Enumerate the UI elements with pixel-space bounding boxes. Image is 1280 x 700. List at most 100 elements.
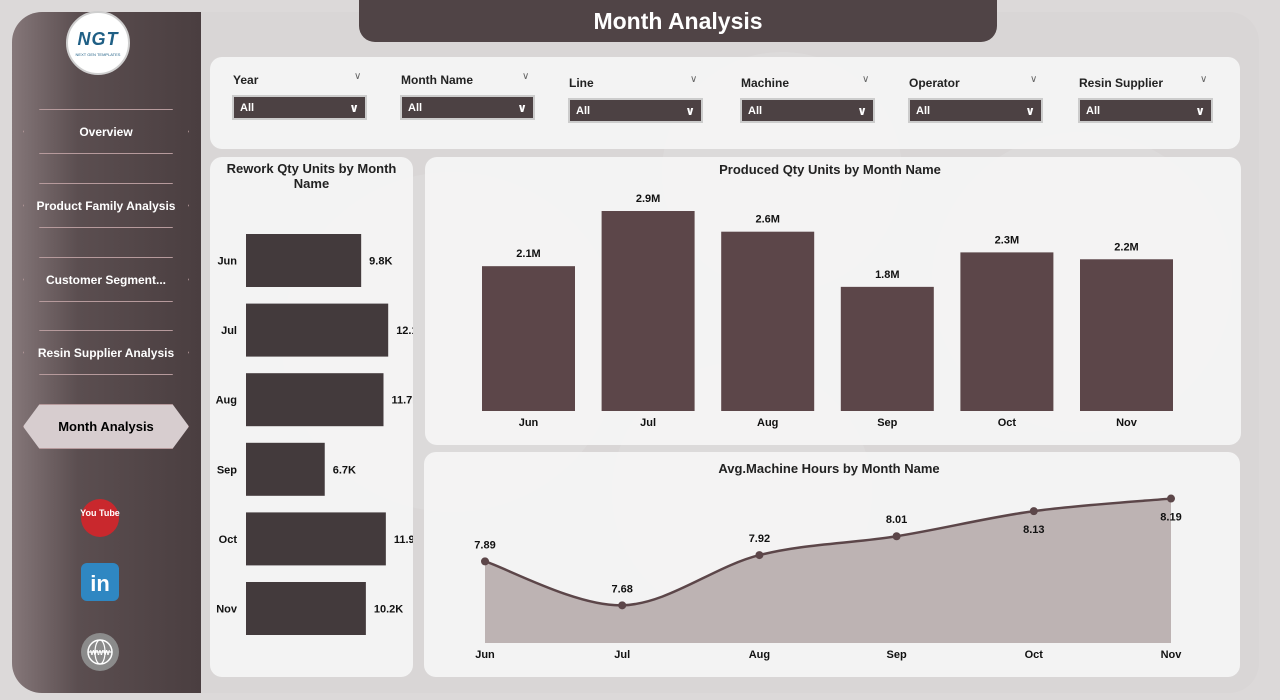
rework-category-label: Sep: [217, 464, 237, 476]
sidebar-item-product-family-analysis[interactable]: Product Family Analysis: [23, 183, 189, 228]
machine-hours-category-label: Sep: [887, 649, 907, 661]
sidebar-item-overview[interactable]: Overview: [23, 109, 189, 154]
sidebar-item-label: Resin Supplier Analysis: [37, 345, 175, 360]
produced-value-label: 2.1M: [516, 248, 540, 260]
rework-bar: [246, 303, 389, 357]
chevron-down-icon[interactable]: ∨: [690, 74, 698, 85]
filter-dropdown[interactable]: All ∨: [908, 98, 1043, 123]
filter-dropdown[interactable]: All ∨: [232, 95, 367, 120]
sidebar-item-month-analysis[interactable]: Month Analysis: [23, 404, 189, 449]
filter-dropdown[interactable]: All ∨: [400, 95, 535, 120]
filter-dropdown[interactable]: All ∨: [740, 98, 875, 123]
filter-value: All: [916, 104, 931, 117]
produced-value-label: 1.8M: [875, 269, 899, 281]
page-title: Month Analysis: [359, 0, 997, 42]
machine-hours-value-label: 7.89: [474, 539, 495, 551]
rework-chart-title: Rework Qty Units by Month Name: [226, 161, 397, 191]
svg-text:WWW: WWW: [90, 650, 110, 657]
rework-category-label: Nov: [216, 604, 238, 616]
rework-value-label: 10.2K: [374, 604, 403, 616]
produced-bar: [840, 286, 934, 411]
produced-bar: [721, 231, 815, 411]
chevron-down-icon: ∨: [1025, 103, 1035, 118]
rework-category-label: Jun: [217, 256, 237, 268]
chevron-down-icon[interactable]: ∨: [354, 71, 362, 82]
filter-value: All: [576, 104, 591, 117]
filter-value: All: [408, 101, 423, 114]
produced-bar: [960, 252, 1054, 411]
rework-value-label: 6.7K: [333, 464, 356, 476]
produced-bar: [482, 266, 575, 411]
produced-value-label: 2.3M: [995, 234, 1019, 246]
produced-category-label: Nov: [1116, 417, 1138, 429]
produced-category-label: Oct: [998, 417, 1017, 429]
rework-value-label: 11.7K: [392, 395, 413, 407]
sidebar-item-label: Product Family Analysis: [36, 198, 176, 213]
filter-label: Resin Supplier: [1079, 76, 1164, 90]
rework-category-label: Oct: [219, 534, 238, 546]
chevron-down-icon: ∨: [349, 100, 359, 115]
machine-hours-category-label: Jun: [475, 649, 495, 661]
youtube-icon[interactable]: You Tube: [80, 498, 120, 538]
produced-bar: [1080, 259, 1173, 411]
filter-dropdown[interactable]: All ∨: [568, 98, 703, 123]
machine-hours-line: [484, 497, 1172, 607]
produced-category-label: Aug: [757, 417, 778, 429]
filter-label: Operator: [909, 76, 960, 90]
sidebar-item-customer-segment[interactable]: Customer Segment...: [23, 257, 189, 302]
sidebar-item-label: Month Analysis: [58, 419, 154, 434]
rework-value-label: 9.8K: [369, 256, 392, 268]
rework-bar: [246, 582, 366, 635]
chevron-down-icon[interactable]: ∨: [1200, 74, 1208, 85]
produced-chart-panel: Produced Qty Units by Month Name 2.1M Jun…: [425, 157, 1241, 445]
produced-category-label: Sep: [877, 417, 897, 429]
machine-hours-chart-panel: Avg.Machine Hours by Month Name 7.89 Jun 7…: [424, 452, 1240, 677]
machine-hours-point: [618, 601, 627, 610]
machine-hours-chart: 7.89 Jun 7.68 Jul 7.92 Aug 8.01 Sep 8.13 Oct 8.19 N…: [474, 494, 1182, 661]
rework-bar: [246, 234, 362, 287]
rework-chart: Jun 9.8K Jul 12.1K Aug 11.7K Sep 6.7K Oct 11.9K No…: [216, 234, 413, 635]
machine-hours-value-label: 8.19: [1160, 512, 1181, 524]
globe-icon[interactable]: WWW: [80, 632, 120, 672]
filter-dropdown[interactable]: All ∨: [1078, 98, 1213, 123]
chevron-down-icon[interactable]: ∨: [862, 74, 870, 85]
rework-chart-panel: Rework Qty Units by Month Name Jun 9.8K Ju…: [210, 157, 413, 677]
filter-value: All: [1086, 104, 1101, 117]
chevron-down-icon: ∨: [1195, 103, 1205, 118]
rework-category-label: Jul: [221, 325, 237, 337]
machine-hours-category-label: Jul: [614, 649, 630, 661]
produced-chart: 2.1M Jun 2.9M Jul 2.6M Aug 1.8M Sep 2.3M Oct 2.2M N…: [482, 193, 1173, 429]
machine-hours-area: [485, 498, 1171, 643]
chevron-down-icon: ∨: [517, 100, 527, 115]
chevron-down-icon[interactable]: ∨: [1030, 74, 1038, 85]
produced-value-label: 2.9M: [636, 193, 660, 205]
filter-label: Line: [569, 76, 594, 90]
machine-hours-point: [1167, 494, 1175, 503]
rework-bar: [246, 373, 384, 427]
machine-hours-value-label: 8.13: [1023, 524, 1044, 536]
filter-value: All: [748, 104, 763, 117]
rework-category-label: Aug: [216, 395, 237, 407]
chevron-down-icon[interactable]: ∨: [522, 71, 530, 82]
filter-label: Machine: [741, 76, 790, 90]
filter-panel: Year ∨ All ∨ Month Name ∨ All ∨ Line ∨ All ∨ Machine…: [210, 57, 1240, 149]
filter-label: Year: [233, 73, 259, 87]
svg-text:You Tube: You Tube: [80, 508, 120, 518]
machine-hours-category-label: Oct: [1025, 649, 1044, 661]
rework-value-label: 12.1K: [396, 325, 413, 337]
sidebar-item-label: Overview: [79, 124, 133, 139]
ngt-logo: NGT NEXT GEN TEMPLATES: [66, 11, 130, 75]
machine-hours-value-label: 7.92: [749, 533, 770, 545]
machine-hours-chart-title: Avg.Machine Hours by Month Name: [718, 461, 940, 476]
rework-value-label: 11.9K: [394, 534, 413, 546]
machine-hours-category-label: Aug: [749, 649, 770, 661]
linkedin-icon[interactable]: in: [80, 562, 120, 602]
machine-hours-value-label: 7.68: [611, 583, 632, 595]
produced-chart-title: Produced Qty Units by Month Name: [719, 162, 941, 177]
machine-hours-point: [892, 532, 901, 541]
chevron-down-icon: ∨: [857, 103, 867, 118]
produced-bar: [601, 211, 695, 411]
svg-text:in: in: [90, 571, 110, 596]
produced-category-label: Jun: [519, 417, 539, 429]
sidebar-item-resin-supplier-analysis[interactable]: Resin Supplier Analysis: [23, 330, 189, 375]
